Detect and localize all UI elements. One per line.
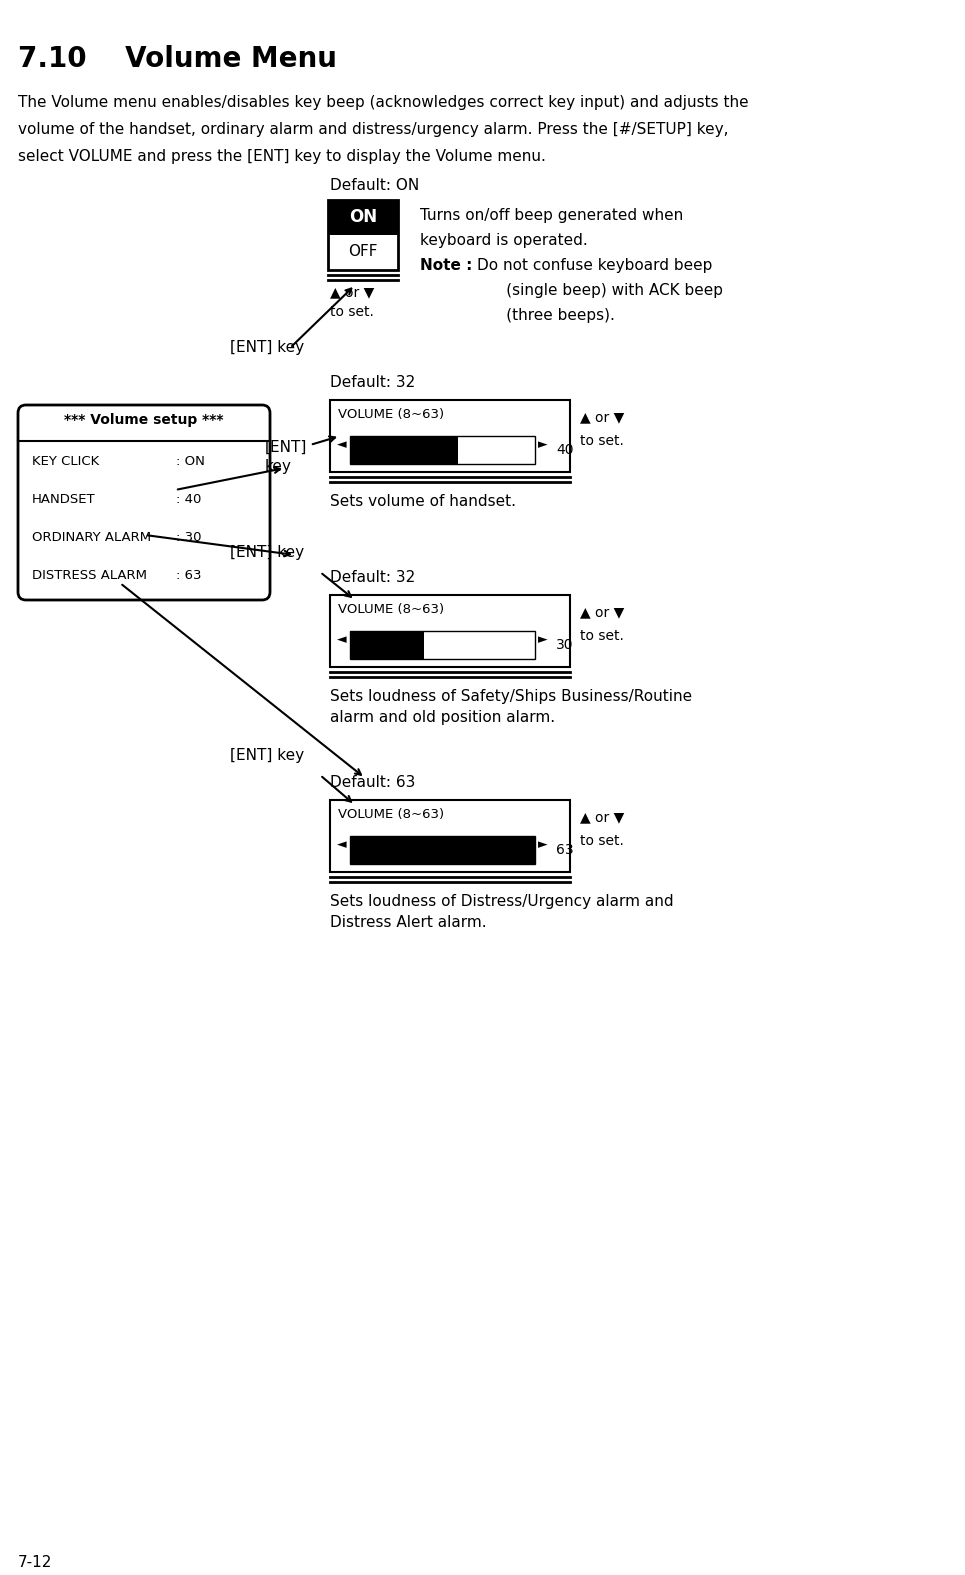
Text: The Volume menu enables/disables key beep (acknowledges correct key input) and a: The Volume menu enables/disables key bee…: [18, 94, 749, 110]
Text: keyboard is operated.: keyboard is operated.: [420, 233, 588, 247]
Text: ◄: ◄: [337, 838, 346, 851]
Text: volume of the handset, ordinary alarm and distress/urgency alarm. Press the [#/S: volume of the handset, ordinary alarm an…: [18, 121, 729, 137]
Bar: [350, 836, 535, 865]
Text: Default: 32: Default: 32: [330, 375, 415, 391]
Text: ▲ or ▼: ▲ or ▼: [330, 285, 374, 299]
FancyBboxPatch shape: [18, 405, 270, 600]
Text: to set.: to set.: [580, 435, 624, 447]
Text: to set.: to set.: [580, 628, 624, 643]
Bar: [330, 400, 570, 472]
Text: ▲ or ▼: ▲ or ▼: [580, 605, 624, 619]
Text: select VOLUME and press the [ENT] key to display the Volume menu.: select VOLUME and press the [ENT] key to…: [18, 150, 546, 164]
Text: [ENT]
key: [ENT] key: [265, 439, 308, 474]
Text: ON: ON: [349, 208, 377, 225]
Text: : 40: : 40: [176, 493, 202, 506]
Text: Default: 32: Default: 32: [330, 570, 415, 584]
Bar: [350, 632, 535, 658]
Text: to set.: to set.: [330, 306, 373, 320]
Text: Sets loudness of Safety/Ships Business/Routine
alarm and old position alarm.: Sets loudness of Safety/Ships Business/R…: [330, 688, 692, 724]
Text: ►: ►: [538, 838, 547, 851]
Text: DISTRESS ALARM: DISTRESS ALARM: [32, 569, 147, 583]
Text: Turns on/off beep generated when: Turns on/off beep generated when: [420, 208, 683, 224]
Text: OFF: OFF: [348, 244, 377, 260]
Bar: [350, 836, 535, 865]
Text: : 63: : 63: [176, 569, 202, 583]
Text: 7-12: 7-12: [18, 1555, 52, 1570]
Text: [ENT] key: [ENT] key: [230, 340, 304, 354]
Text: (three beeps).: (three beeps).: [477, 309, 615, 323]
Bar: [350, 436, 535, 465]
Text: Sets loudness of Distress/Urgency alarm and
Distress Alert alarm.: Sets loudness of Distress/Urgency alarm …: [330, 895, 674, 929]
Text: ►: ►: [538, 633, 547, 646]
Text: Note :: Note :: [420, 258, 478, 272]
Bar: [330, 595, 570, 666]
Text: ORDINARY ALARM: ORDINARY ALARM: [32, 531, 152, 543]
Text: [ENT] key: [ENT] key: [230, 748, 304, 762]
Text: HANDSET: HANDSET: [32, 493, 96, 506]
Text: 30: 30: [556, 638, 573, 652]
Text: ►: ►: [538, 438, 547, 450]
Bar: [330, 800, 570, 873]
Text: Default: 63: Default: 63: [330, 775, 415, 791]
Text: (single beep) with ACK beep: (single beep) with ACK beep: [477, 284, 723, 298]
Text: Default: ON: Default: ON: [330, 178, 419, 194]
Bar: [350, 632, 424, 658]
Text: VOLUME (8~63): VOLUME (8~63): [338, 408, 444, 421]
Text: *** Volume setup ***: *** Volume setup ***: [65, 413, 224, 427]
Bar: [350, 436, 457, 465]
Text: VOLUME (8~63): VOLUME (8~63): [338, 808, 444, 821]
Text: 7.10    Volume Menu: 7.10 Volume Menu: [18, 46, 337, 72]
Bar: [328, 200, 398, 269]
Text: KEY CLICK: KEY CLICK: [32, 455, 99, 468]
Text: ◄: ◄: [337, 633, 346, 646]
Text: ◄: ◄: [337, 438, 346, 450]
Text: 40: 40: [556, 443, 573, 457]
Text: [ENT] key: [ENT] key: [230, 545, 304, 561]
Text: Sets volume of handset.: Sets volume of handset.: [330, 495, 516, 509]
Text: : 30: : 30: [176, 531, 202, 543]
Text: : ON: : ON: [176, 455, 205, 468]
Text: ▲ or ▼: ▲ or ▼: [580, 810, 624, 824]
Bar: [328, 200, 398, 235]
Text: 63: 63: [556, 843, 573, 857]
Text: VOLUME (8~63): VOLUME (8~63): [338, 603, 444, 616]
Text: ▲ or ▼: ▲ or ▼: [580, 410, 624, 424]
Text: Do not confuse keyboard beep: Do not confuse keyboard beep: [477, 258, 712, 272]
Text: to set.: to set.: [580, 835, 624, 847]
